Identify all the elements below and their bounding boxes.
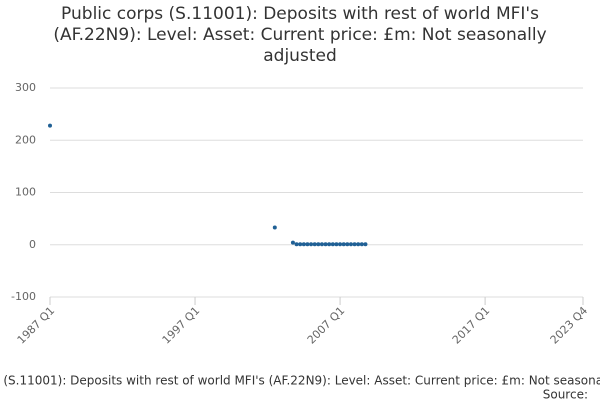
point xyxy=(334,242,339,247)
point xyxy=(345,242,350,247)
point xyxy=(323,242,328,247)
point xyxy=(298,242,303,247)
source: Source: xyxy=(543,388,588,400)
point xyxy=(290,240,295,245)
x-tick-label: 1997 Q1 xyxy=(160,304,203,347)
point xyxy=(363,242,368,247)
point xyxy=(359,242,364,247)
point xyxy=(312,242,317,247)
x-tick-label: 2017 Q1 xyxy=(450,304,493,347)
point xyxy=(316,242,321,247)
y-tick-label: 100 xyxy=(15,186,36,199)
y-tick-label: 200 xyxy=(15,133,36,146)
y-tick-label: 0 xyxy=(29,238,36,251)
point xyxy=(330,242,335,247)
point xyxy=(305,242,310,247)
point xyxy=(341,242,346,247)
point xyxy=(356,242,361,247)
y-tick-label: 300 xyxy=(15,81,36,94)
point xyxy=(348,242,353,247)
point xyxy=(294,242,299,247)
point xyxy=(327,242,332,247)
x-tick-label: 2007 Q1 xyxy=(305,304,348,347)
point xyxy=(309,242,314,247)
x-axis-label: Public corps (S.11001): Deposits with re… xyxy=(0,374,600,388)
point xyxy=(319,242,324,247)
x-tick-label: 2023 Q4 xyxy=(548,304,591,347)
point xyxy=(301,242,306,247)
point xyxy=(338,242,343,247)
x-tick-label: 1987 Q1 xyxy=(15,304,58,347)
point xyxy=(352,242,357,247)
chart-title: Public corps (S.11001): Deposits with re… xyxy=(53,4,547,66)
y-tick-label: -100 xyxy=(11,290,36,303)
point xyxy=(272,225,277,230)
point xyxy=(48,123,52,128)
